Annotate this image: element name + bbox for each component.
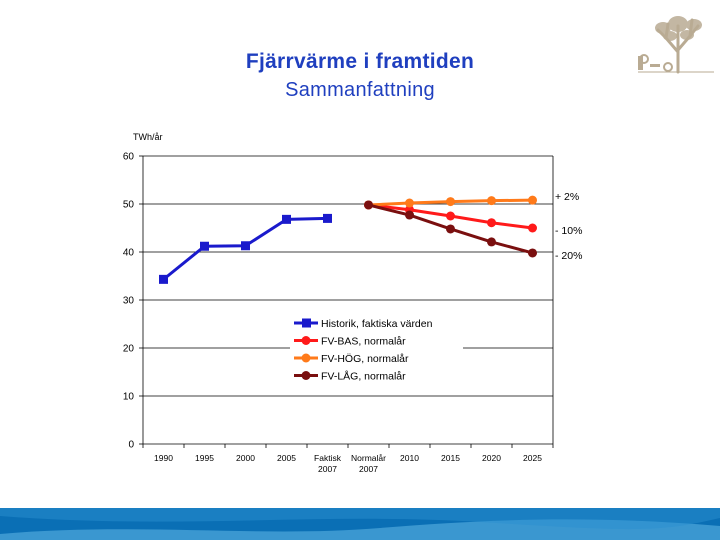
legend-entry-label: FV-HÖG, normalår [321, 353, 409, 365]
y-tick-label: 30 [123, 296, 135, 307]
page-subtitle: Sammanfattning [285, 79, 435, 101]
x-tick-label: Faktisk [314, 453, 342, 463]
series-point [487, 237, 496, 247]
legend-entry-label: FV-BAS, normalår [321, 336, 406, 348]
x-tick-label: 2005 [277, 453, 296, 463]
page-title: Fjärrvärme i framtiden [245, 50, 475, 73]
series-point [446, 211, 455, 221]
series-point [241, 241, 250, 251]
series-point [446, 224, 455, 234]
y-tick-label: 20 [123, 344, 135, 355]
series-point [323, 213, 332, 223]
footer-wave-light [0, 508, 720, 530]
y-axis-label: TWh/år [133, 132, 163, 142]
x-tick-label: 2015 [441, 453, 460, 463]
y-tick-label: 10 [123, 392, 135, 403]
series-point [528, 195, 537, 205]
title-block: Fjärrvärme i framtiden Sammanfattning [0, 48, 720, 104]
x-tick-label: 2010 [400, 453, 419, 463]
x-tick-label: 2000 [236, 453, 255, 463]
series-point [282, 214, 291, 224]
y-tick-label: 40 [123, 248, 135, 259]
x-tick-label: 2025 [523, 453, 542, 463]
legend-entry-label: Historik, faktiska värden [321, 318, 433, 330]
series-point [405, 198, 414, 208]
series-point [528, 248, 537, 258]
series-annotation: - 20% [555, 250, 582, 262]
x-tick-label-line2: 2007 [359, 464, 378, 474]
y-tick-label: 50 [123, 200, 135, 211]
legend-entry-label: FV-LÅG, normalår [321, 370, 406, 383]
x-tick-label: 1995 [195, 453, 214, 463]
legend-marker [301, 371, 311, 380]
series-point [200, 241, 209, 251]
series-point [487, 196, 496, 206]
series-point [364, 200, 373, 210]
tree-logo-icon [638, 16, 714, 74]
legend-box [290, 314, 463, 390]
y-tick-label: 0 [128, 440, 134, 451]
x-tick-label: Normalår [351, 453, 386, 463]
series-annotation: + 2% [555, 191, 579, 203]
footer-bar [0, 508, 720, 540]
series-point [487, 218, 496, 228]
series-annotation: - 10% [555, 225, 582, 237]
series-point [405, 210, 414, 220]
x-tick-label: 2020 [482, 453, 501, 463]
legend-marker [301, 353, 311, 363]
y-tick-label: 60 [123, 152, 135, 163]
x-tick-label-line2: 2007 [318, 464, 337, 474]
legend-marker [302, 318, 311, 328]
series-point [528, 223, 537, 233]
x-tick-label: 1990 [154, 453, 173, 463]
legend-marker [301, 336, 311, 345]
series-point [159, 274, 168, 284]
series-point [446, 197, 455, 207]
